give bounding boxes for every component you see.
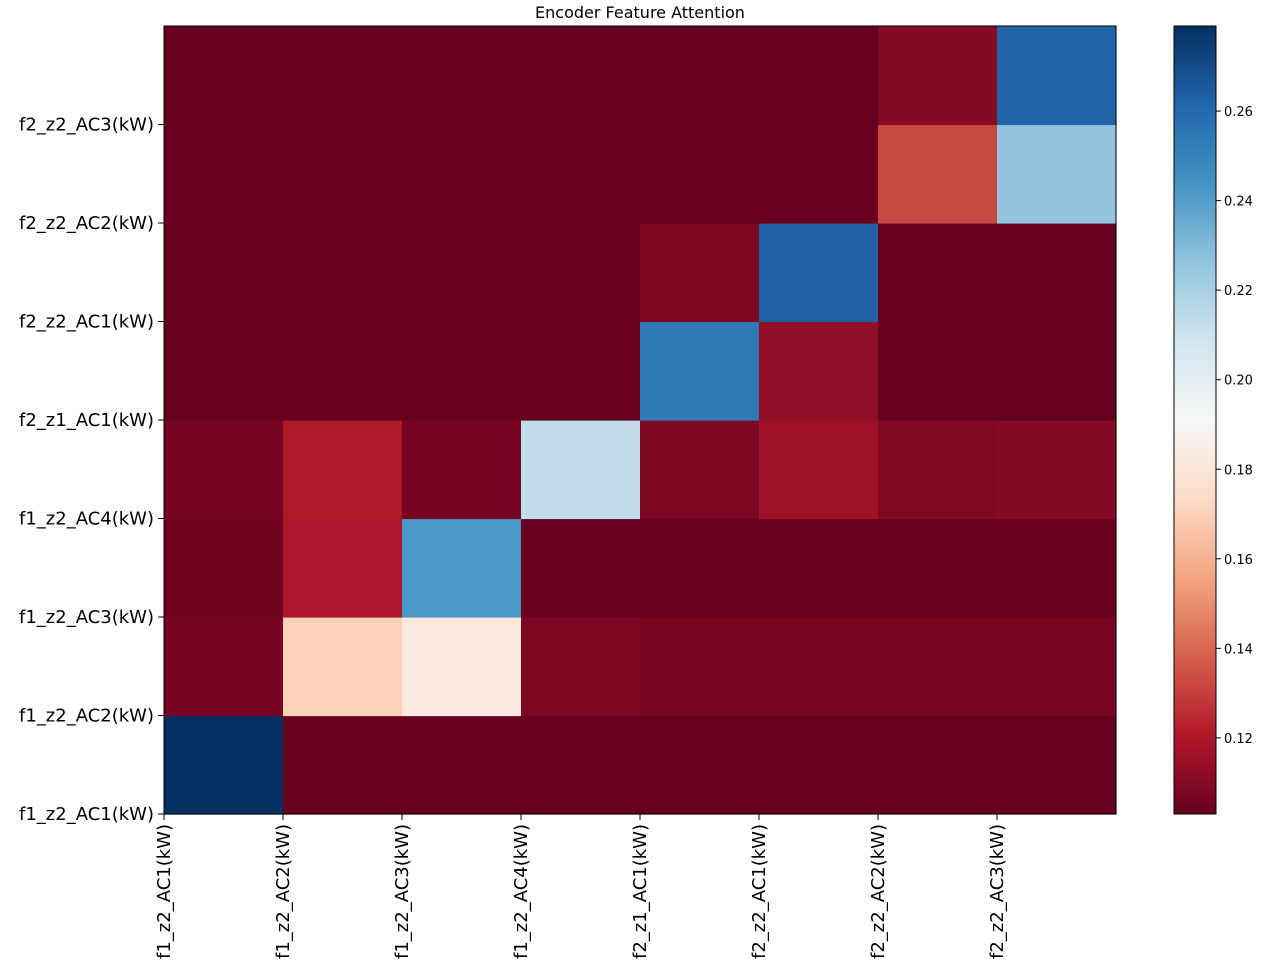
heatmap-cell-r3-c0 [164, 420, 284, 520]
heatmap-cell-r5-c6 [878, 223, 998, 323]
heatmap-cell-r4-c1 [283, 321, 403, 421]
colorbar-tick-label: 0.26 [1224, 105, 1253, 120]
heatmap-cell-r3-c3 [521, 420, 641, 520]
heatmap-cell-r7-c3 [521, 26, 641, 126]
heatmap-cell-r6-c2 [402, 124, 522, 224]
heatmap-cell-r7-c4 [640, 26, 760, 126]
y-axis: f1_z2_AC1(kW) f1_z2_AC2(kW) f1_z2_AC3(kW) f… [19, 115, 164, 825]
heatmap-cell-r3-c7 [997, 420, 1117, 520]
heatmap-cell-r6-c4 [640, 124, 760, 224]
colorbar [1173, 25, 1217, 815]
heatmap-cell-r3-c5 [759, 420, 879, 520]
heatmap-cell-r2-c4 [640, 518, 760, 618]
y-tick-label: f2_z2_AC2(kW) [19, 213, 154, 234]
colorbar-tick-label: 0.22 [1224, 284, 1253, 299]
heatmap-cell-r2-c6 [878, 518, 998, 618]
heatmap-cell-r4-c7 [997, 321, 1117, 421]
heatmap-cell-r7-c6 [878, 26, 998, 126]
heatmap-cell-r6-c0 [164, 124, 284, 224]
heatmap-cell-r1-c5 [759, 617, 879, 717]
colorbar-tick-label: 0.16 [1224, 553, 1253, 568]
y-tick-label: f2_z2_AC3(kW) [19, 115, 154, 136]
x-tick-label: f1_z2_AC4(kW) [511, 824, 532, 959]
heatmap-cell-r1-c3 [521, 617, 641, 717]
y-tick-label: f1_z2_AC1(kW) [19, 804, 154, 825]
heatmap-cell-r7-c0 [164, 26, 284, 126]
heatmap-cell-r7-c5 [759, 26, 879, 126]
heatmap-cell-r0-c2 [402, 715, 522, 815]
heatmap-cell-r0-c3 [521, 715, 641, 815]
heatmap-cell-r6-c1 [283, 124, 403, 224]
colorbar-tick-label: 0.12 [1224, 732, 1253, 747]
heatmap-cell-r0-c0 [164, 715, 284, 815]
heatmap-cell-r4-c6 [878, 321, 998, 421]
heatmap-cell-r7-c1 [283, 26, 403, 126]
heatmap-cell-r2-c5 [759, 518, 879, 618]
heatmap-cell-r4-c2 [402, 321, 522, 421]
colorbar-tick-label: 0.18 [1224, 463, 1253, 478]
heatmap-cell-r3-c6 [878, 420, 998, 520]
x-tick-label: f2_z2_AC1(kW) [749, 824, 770, 959]
heatmap-cell-r0-c7 [997, 715, 1117, 815]
x-tick-label: f2_z2_AC2(kW) [868, 824, 889, 959]
heatmap-cell-r5-c7 [997, 223, 1117, 323]
heatmap-cell-r3-c4 [640, 420, 760, 520]
heatmap-cell-r5-c5 [759, 223, 879, 323]
y-tick-label: f1_z2_AC3(kW) [19, 607, 154, 628]
heatmap-cell-r5-c0 [164, 223, 284, 323]
colorbar-tick-label: 0.24 [1224, 195, 1253, 210]
heatmap-cell-r0-c5 [759, 715, 879, 815]
x-tick-label: f2_z1_AC1(kW) [630, 824, 651, 959]
heatmap-cell-r1-c1 [283, 617, 403, 717]
heatmap-cell-r3-c1 [283, 420, 403, 520]
heatmap-cell-r5-c3 [521, 223, 641, 323]
heatmap-cell-r1-c0 [164, 617, 284, 717]
heatmap-cell-r4-c3 [521, 321, 641, 421]
heatmap-cell-r1-c7 [997, 617, 1117, 717]
y-tick-label: f1_z2_AC4(kW) [19, 509, 154, 530]
heatmap-cell-r0-c1 [283, 715, 403, 815]
heatmap-cell-r2-c1 [283, 518, 403, 618]
heatmap-cell-r2-c2 [402, 518, 522, 618]
heatmap-cell-r1-c6 [878, 617, 998, 717]
heatmap-cells [164, 26, 1117, 815]
heatmap-cell-r4-c4 [640, 321, 760, 421]
heatmap-cell-r5-c4 [640, 223, 760, 323]
heatmap-cell-r1-c2 [402, 617, 522, 717]
heatmap-cell-r4-c0 [164, 321, 284, 421]
x-tick-label: f1_z2_AC2(kW) [273, 824, 294, 959]
x-axis: f1_z2_AC1(kW) f1_z2_AC2(kW) f1_z2_AC3(kW) f… [154, 814, 1008, 959]
heatmap-cell-r7-c7 [997, 26, 1117, 126]
heatmap-cell-r6-c3 [521, 124, 641, 224]
y-tick-label: f1_z2_AC2(kW) [19, 706, 154, 727]
heatmap-cell-r1-c4 [640, 617, 760, 717]
colorbar-tick-label: 0.14 [1224, 642, 1253, 657]
heatmap-cell-r6-c5 [759, 124, 879, 224]
heatmap-cell-r2-c3 [521, 518, 641, 618]
heatmap-cell-r5-c1 [283, 223, 403, 323]
heatmap-cell-r0-c6 [878, 715, 998, 815]
x-tick-label: f1_z2_AC1(kW) [154, 824, 175, 959]
heatmap-cell-r0-c4 [640, 715, 760, 815]
colorbar-axis: 0.12 0.14 0.16 0.18 0.20 0.22 0.24 0.26 [1216, 105, 1253, 747]
colorbar-tick-label: 0.20 [1224, 374, 1253, 389]
heatmap-cell-r6-c7 [997, 124, 1117, 224]
heatmap-cell-r7-c2 [402, 26, 522, 126]
y-tick-label: f2_z1_AC1(kW) [19, 410, 154, 431]
x-tick-label: f1_z2_AC3(kW) [392, 824, 413, 959]
x-tick-label: f2_z2_AC3(kW) [987, 824, 1008, 959]
heatmap-cell-r3-c2 [402, 420, 522, 520]
heatmap-cell-r6-c6 [878, 124, 998, 224]
heatmap-cell-r4-c5 [759, 321, 879, 421]
heatmap-cell-r5-c2 [402, 223, 522, 323]
heatmap-cell-r2-c0 [164, 518, 284, 618]
chart-title: Encoder Feature Attention [535, 3, 745, 22]
y-tick-label: f2_z2_AC1(kW) [19, 312, 154, 333]
heatmap-cell-r2-c7 [997, 518, 1117, 618]
